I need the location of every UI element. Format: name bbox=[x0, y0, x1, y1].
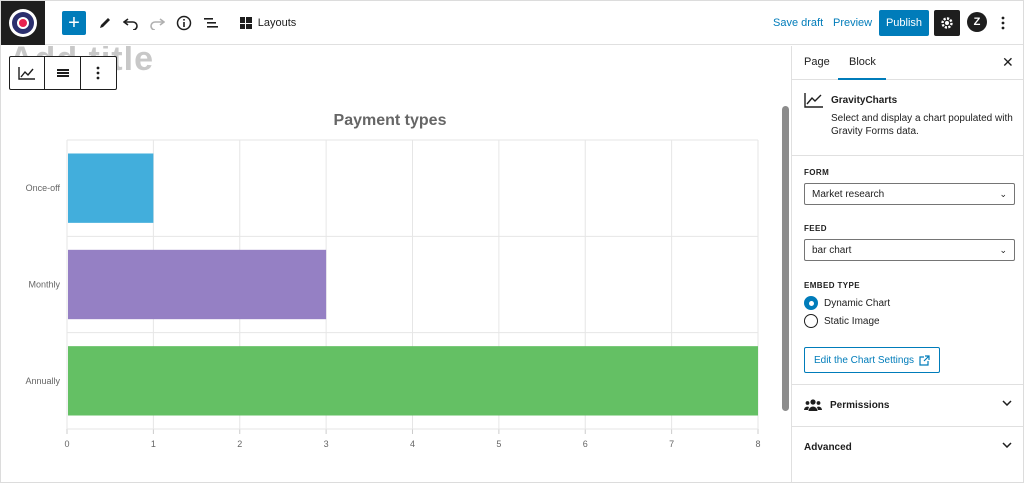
redo-icon[interactable] bbox=[145, 10, 169, 36]
list-view-icon[interactable] bbox=[199, 10, 223, 36]
settings-sidebar: Page Block ✕ GravityCharts Select and di… bbox=[791, 46, 1023, 482]
add-block-button[interactable]: + bbox=[62, 11, 86, 35]
y-category-label: Monthly bbox=[28, 280, 60, 290]
feed-select[interactable]: bar chart ⌄ bbox=[804, 239, 1015, 261]
embed-option-label: Dynamic Chart bbox=[824, 297, 891, 309]
feed-select-value: bar chart bbox=[812, 244, 852, 256]
advanced-panel[interactable]: Advanced bbox=[792, 426, 1023, 468]
layouts-icon bbox=[239, 17, 252, 29]
radio-unselected[interactable] bbox=[804, 314, 818, 328]
info-icon[interactable] bbox=[172, 10, 196, 36]
form-select-value: Market research bbox=[812, 188, 885, 200]
x-tick-label: 3 bbox=[324, 439, 329, 449]
chart-title: Payment types bbox=[334, 112, 447, 129]
chevron-down-icon: ⌄ bbox=[999, 245, 1007, 255]
edit-chart-settings-button[interactable]: Edit the Chart Settings bbox=[804, 347, 940, 373]
bar-annually[interactable] bbox=[68, 346, 758, 416]
x-tick-label: 0 bbox=[64, 439, 69, 449]
x-tick-label: 7 bbox=[669, 439, 674, 449]
pen-icon[interactable] bbox=[93, 10, 117, 36]
external-link-icon bbox=[919, 354, 930, 366]
site-logo[interactable] bbox=[1, 1, 45, 45]
chart-line-icon bbox=[804, 92, 824, 113]
preview-button[interactable]: Preview bbox=[833, 17, 873, 29]
x-tick-label: 8 bbox=[755, 439, 760, 449]
y-category-label: Once-off bbox=[26, 183, 61, 193]
publish-button[interactable]: Publish bbox=[879, 10, 929, 36]
z-icon[interactable]: Z bbox=[967, 12, 987, 32]
block-toolbar bbox=[9, 56, 117, 90]
align-icon[interactable] bbox=[45, 57, 81, 89]
embed-type-label: EMBED TYPE bbox=[804, 281, 861, 290]
block-more-icon[interactable] bbox=[81, 57, 116, 89]
chevron-down-icon bbox=[1002, 398, 1012, 409]
permissions-label: Permissions bbox=[830, 400, 890, 411]
sidebar-tabs: Page Block ✕ bbox=[792, 46, 1023, 80]
bar-once-off[interactable] bbox=[68, 153, 154, 223]
form-select[interactable]: Market research ⌄ bbox=[804, 183, 1015, 205]
edit-chart-settings-label: Edit the Chart Settings bbox=[813, 354, 915, 366]
x-tick-label: 6 bbox=[583, 439, 588, 449]
tab-page[interactable]: Page bbox=[804, 56, 830, 68]
permissions-panel[interactable]: Permissions bbox=[792, 384, 1023, 426]
block-title: GravityCharts bbox=[831, 95, 898, 106]
x-tick-label: 1 bbox=[151, 439, 156, 449]
x-tick-label: 5 bbox=[496, 439, 501, 449]
radio-selected[interactable] bbox=[804, 296, 818, 310]
chart-block-icon[interactable] bbox=[10, 57, 46, 89]
embed-option-static[interactable]: Static Image bbox=[804, 314, 880, 328]
layouts-label: Layouts bbox=[257, 17, 297, 29]
chevron-down-icon bbox=[1002, 440, 1012, 451]
feed-label: FEED bbox=[804, 224, 827, 233]
block-card: GravityCharts Select and display a chart… bbox=[792, 80, 1023, 156]
chevron-down-icon: ⌄ bbox=[999, 189, 1007, 199]
layouts-button[interactable]: Layouts bbox=[238, 10, 298, 36]
x-tick-label: 4 bbox=[410, 439, 415, 449]
form-label: FORM bbox=[804, 168, 830, 177]
tab-block[interactable]: Block bbox=[849, 56, 876, 68]
gear-icon[interactable] bbox=[934, 10, 960, 36]
embed-option-dynamic[interactable]: Dynamic Chart bbox=[804, 296, 890, 310]
y-category-label: Annually bbox=[25, 376, 60, 386]
embed-option-label: Static Image bbox=[824, 315, 880, 327]
x-tick-label: 2 bbox=[237, 439, 242, 449]
editor-canvas: Add title Payment types Once-offMonthlyA… bbox=[1, 46, 791, 482]
top-toolbar: + Layouts Save draft Preview Publish Z bbox=[1, 1, 1023, 45]
bar-monthly[interactable] bbox=[68, 249, 327, 320]
payment-types-chart: Payment types Once-off Monthly Annually 0 1… bbox=[25, 112, 760, 449]
users-icon bbox=[804, 398, 822, 417]
undo-icon[interactable] bbox=[119, 10, 143, 36]
canvas-scrollbar[interactable] bbox=[782, 106, 789, 411]
more-vertical-icon[interactable] bbox=[996, 10, 1010, 36]
advanced-label: Advanced bbox=[804, 442, 852, 453]
close-icon[interactable]: ✕ bbox=[1002, 54, 1014, 70]
active-tab-indicator bbox=[838, 78, 886, 80]
block-description: Select and display a chart populated wit… bbox=[831, 113, 1013, 137]
save-draft-button[interactable]: Save draft bbox=[773, 17, 824, 29]
